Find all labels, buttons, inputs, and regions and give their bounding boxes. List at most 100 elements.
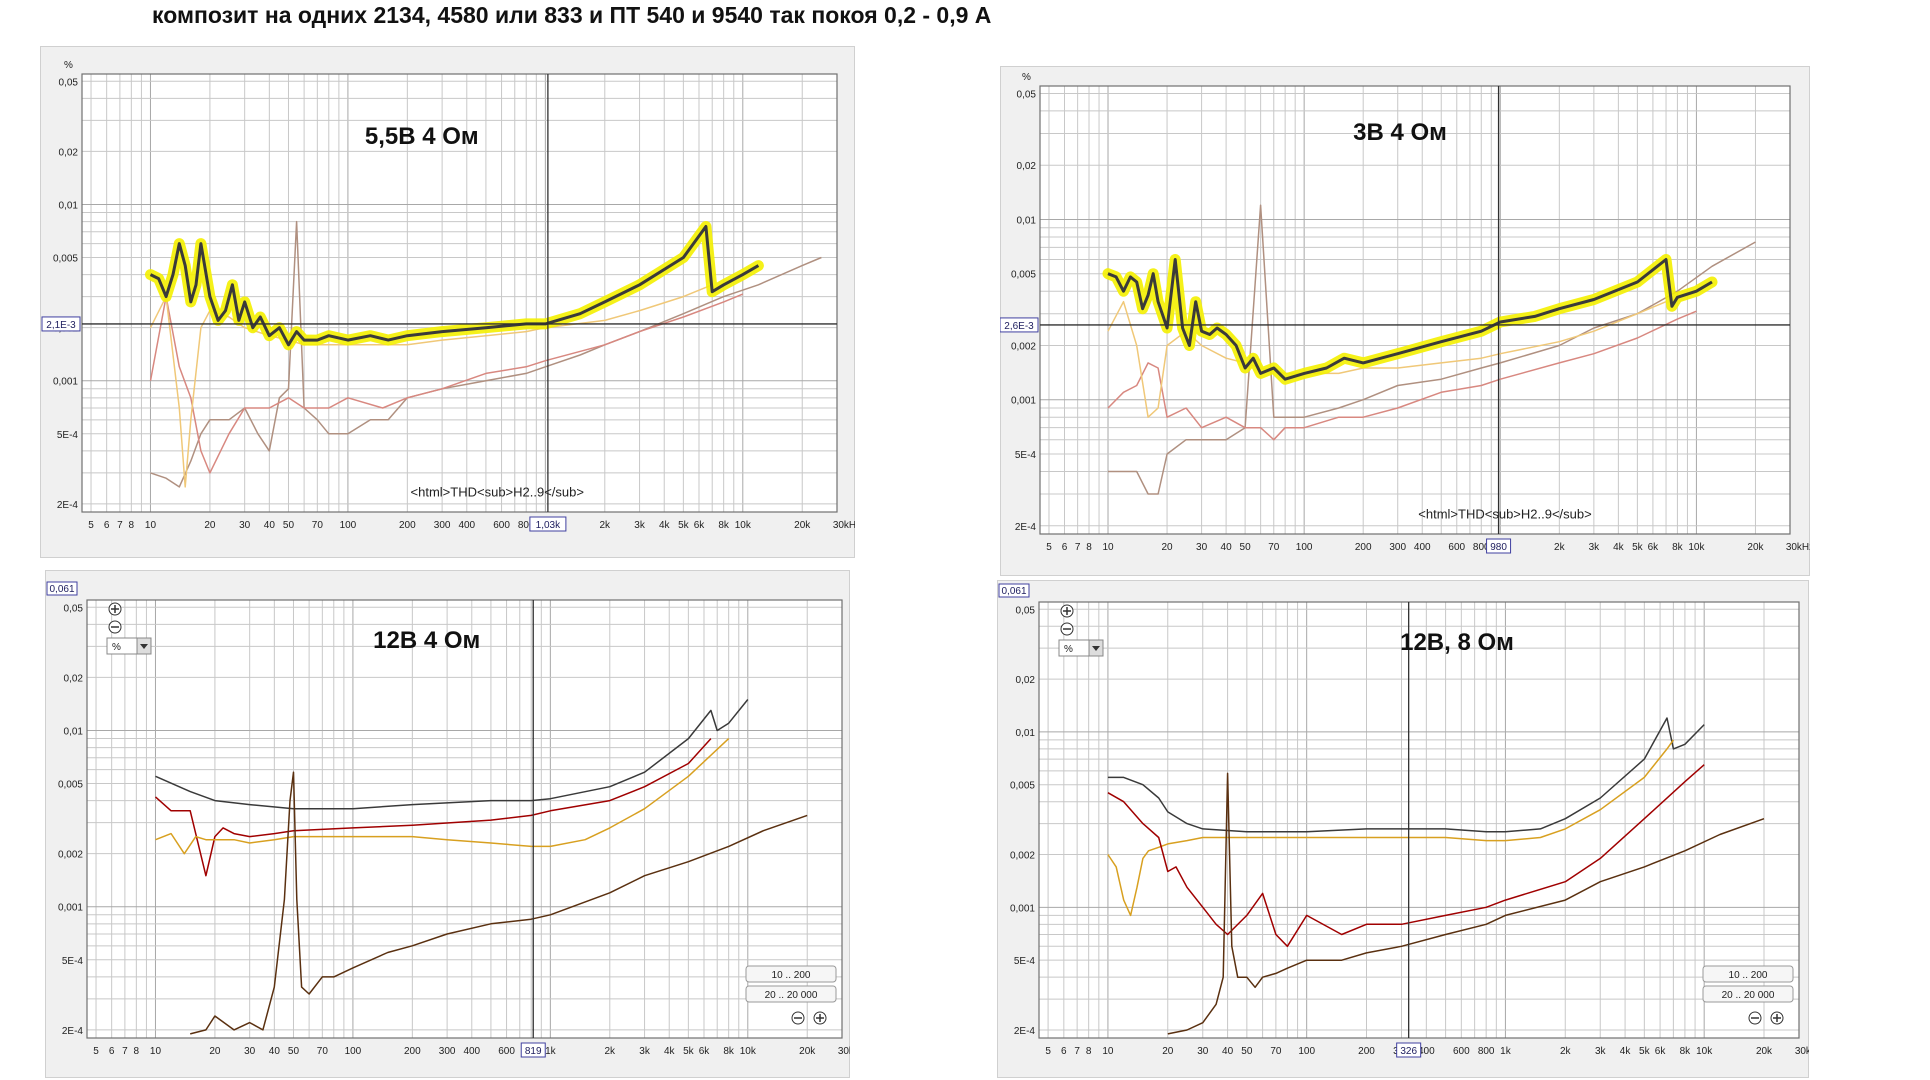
svg-text:0,061: 0,061 xyxy=(49,584,74,595)
cursor-x-readout: 980 xyxy=(1486,538,1512,554)
unit-select[interactable]: % xyxy=(1058,639,1104,657)
chart-title: 12В 4 Ом xyxy=(373,627,480,654)
x-tick-label: 50 xyxy=(1241,1046,1253,1057)
zoom-out-icon[interactable] xyxy=(1748,1011,1762,1025)
zoom-in-icon[interactable] xyxy=(1770,1011,1784,1025)
zoom-in-icon[interactable] xyxy=(813,1011,827,1025)
zoom-out-icon[interactable] xyxy=(1060,622,1074,636)
x-tick-label: 6 xyxy=(1062,542,1068,553)
x-tick-label: 30 xyxy=(239,520,251,531)
x-tick-label: 600 xyxy=(1448,542,1465,553)
y-tick-label: 0,001 xyxy=(1010,903,1035,914)
x-tick-label: 20 xyxy=(209,1046,221,1057)
grid xyxy=(1039,602,1800,1038)
series-group xyxy=(155,699,808,1035)
svg-text:%: % xyxy=(1064,644,1073,655)
x-tick-label: 3k xyxy=(1589,542,1601,553)
x-tick-label: 8k xyxy=(1672,542,1684,553)
range-button[interactable]: 20 .. 20 000 xyxy=(745,985,837,1003)
x-tick-label: 5k xyxy=(1639,1046,1651,1057)
y-tick-label: 0,001 xyxy=(1011,396,1036,407)
x-tick-label: 100 xyxy=(345,1046,362,1057)
x-tick-label: 30kHz xyxy=(833,520,855,531)
series-line-black xyxy=(155,699,749,810)
x-tick-label: 400 xyxy=(1414,542,1431,553)
svg-text:20 .. 20 000: 20 .. 20 000 xyxy=(765,990,818,1001)
y-tick-label: 2E-4 xyxy=(62,1026,84,1037)
y-tick-label: 0,02 xyxy=(1016,675,1036,686)
x-tick-label: 10k xyxy=(735,520,752,531)
zoom-out-icon[interactable] xyxy=(791,1011,805,1025)
x-tick-label: 40 xyxy=(1221,542,1233,553)
y-tick-label: 0,005 xyxy=(58,780,83,791)
y-tick-label: 0,01 xyxy=(64,726,84,737)
x-tick-label: 10 xyxy=(1102,542,1114,553)
x-tick-label: 7 xyxy=(117,520,123,531)
chevron-down-icon xyxy=(140,644,148,649)
range-button[interactable]: 10 .. 200 xyxy=(1702,965,1794,983)
y-tick-label: 5E-4 xyxy=(57,430,79,441)
y-tick-label: 2E-4 xyxy=(57,500,79,511)
x-tick-label: 6k xyxy=(699,1046,711,1057)
chart-panel-5v5-4ohm: %0,050,020,010,0050,0020,0015E-42E-45678… xyxy=(40,46,855,558)
x-tick-label: 40 xyxy=(269,1046,281,1057)
x-tick-label: 10k xyxy=(740,1046,757,1057)
x-tick-label: 10k xyxy=(1696,1046,1713,1057)
cursor-y-readout: 0,061 xyxy=(998,583,1030,598)
series-line-brown_light xyxy=(1108,204,1756,495)
y-tick-label: 2E-4 xyxy=(1015,522,1037,533)
x-tick-label: 50 xyxy=(1240,542,1252,553)
cursor-x-readout: 326 xyxy=(1396,1042,1422,1058)
series-line-gold xyxy=(1107,739,1675,917)
x-tick-label: 70 xyxy=(1270,1046,1282,1057)
x-tick-label: 70 xyxy=(317,1046,329,1057)
cursor-x-readout: 819 xyxy=(520,1042,546,1058)
x-tick-label: 800 xyxy=(518,520,535,531)
x-tick-label: 10 xyxy=(150,1046,162,1057)
unit-select[interactable]: % xyxy=(106,637,152,655)
series-group xyxy=(1107,717,1765,1035)
series-line-black xyxy=(149,225,760,347)
svg-text:980: 980 xyxy=(1490,542,1507,553)
x-tick-label: 300 xyxy=(434,520,451,531)
y-tick-label: 5E-4 xyxy=(1015,450,1037,461)
zoom-out-icon[interactable] xyxy=(108,620,122,634)
svg-text:2,1E-3: 2,1E-3 xyxy=(46,320,76,331)
x-tick-label: 30 xyxy=(1197,1046,1209,1057)
x-tick-label: 8k xyxy=(1680,1046,1692,1057)
x-tick-label: 4k xyxy=(664,1046,676,1057)
x-tick-label: 6 xyxy=(109,1046,115,1057)
x-tick-label: 4k xyxy=(1620,1046,1632,1057)
x-tick-label: 4k xyxy=(659,520,671,531)
x-tick-label: 400 xyxy=(1418,1046,1435,1057)
x-tick-label: 10 xyxy=(145,520,157,531)
series-line-gold xyxy=(155,738,730,855)
range-button[interactable]: 20 .. 20 000 xyxy=(1702,985,1794,1003)
zoom-in-icon[interactable] xyxy=(1060,604,1074,618)
x-tick-label: 4k xyxy=(1613,542,1625,553)
y-tick-label: 5E-4 xyxy=(62,956,84,967)
zoom-in-icon[interactable] xyxy=(108,602,122,616)
x-tick-label: 6 xyxy=(104,520,110,531)
series-line-brown_dark xyxy=(190,771,808,1035)
x-tick-label: 5 xyxy=(1045,1046,1051,1057)
x-tick-label: 20k xyxy=(1756,1046,1773,1057)
grid xyxy=(87,600,843,1038)
series-line-black xyxy=(1107,717,1705,833)
x-tick-label: 6k xyxy=(694,520,706,531)
x-tick-label: 5k xyxy=(678,520,690,531)
y-tick-label: 0,002 xyxy=(58,850,83,861)
thd-chart-12v-4ohm: %0,050,020,010,0050,0020,0015E-42E-45678… xyxy=(45,570,850,1078)
range-button[interactable]: 10 .. 200 xyxy=(745,965,837,983)
x-tick-label: 800 xyxy=(1473,542,1490,553)
y-unit-label: % xyxy=(1022,72,1031,83)
y-tick-label: 0,05 xyxy=(64,603,84,614)
series-group xyxy=(1102,204,1756,495)
cursor-y-readout: 2,1E-3 xyxy=(41,316,81,332)
x-tick-label: 800 xyxy=(1478,1046,1495,1057)
x-tick-label: 8 xyxy=(1086,1046,1092,1057)
measurement-annotation: <html>THD<sub>H2..9</sub> xyxy=(1418,506,1591,521)
x-tick-label: 2k xyxy=(1560,1046,1572,1057)
plot-frame xyxy=(1039,85,1791,535)
plot-frame xyxy=(81,73,838,513)
